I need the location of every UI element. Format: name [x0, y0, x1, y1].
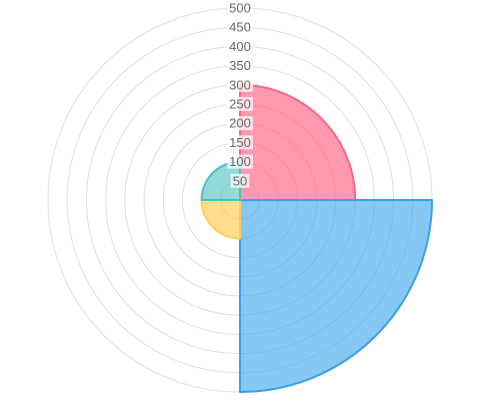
- polar-slice-1[interactable]: [239, 83, 357, 201]
- tick-label-500: 500: [229, 1, 251, 16]
- tick-label-backdrop-450: [227, 20, 253, 35]
- tick-label-350: 350: [229, 58, 251, 73]
- tick-label-50: 50: [233, 173, 247, 188]
- tick-label-backdrop-250: [227, 97, 253, 111]
- polar-slice-3[interactable]: [200, 199, 241, 240]
- tick-label-backdrop-100: [227, 154, 253, 169]
- tick-label-450: 450: [229, 20, 251, 35]
- tick-label-backdrop-400: [227, 39, 253, 54]
- tick-label-backdrop-200: [227, 116, 253, 131]
- slices-layer: [200, 83, 433, 393]
- tick-labels-layer: 50 100 150 200 250 300 350 400 450 500: [227, 1, 253, 188]
- tick-label-backdrop-50: [230, 173, 250, 188]
- tick-label-100: 100: [229, 154, 251, 169]
- tick-label-250: 250: [229, 97, 251, 112]
- tick-label-backdrop-350: [227, 58, 253, 73]
- tick-label-200: 200: [229, 116, 251, 131]
- tick-label-300: 300: [229, 77, 251, 92]
- tick-label-400: 400: [229, 39, 251, 54]
- tick-label-backdrop-500: [227, 1, 253, 15]
- tick-label-backdrop-300: [227, 77, 253, 92]
- polar-slice-2[interactable]: [239, 199, 433, 393]
- tick-label-backdrop-150: [227, 135, 253, 150]
- tick-label-150: 150: [229, 135, 251, 150]
